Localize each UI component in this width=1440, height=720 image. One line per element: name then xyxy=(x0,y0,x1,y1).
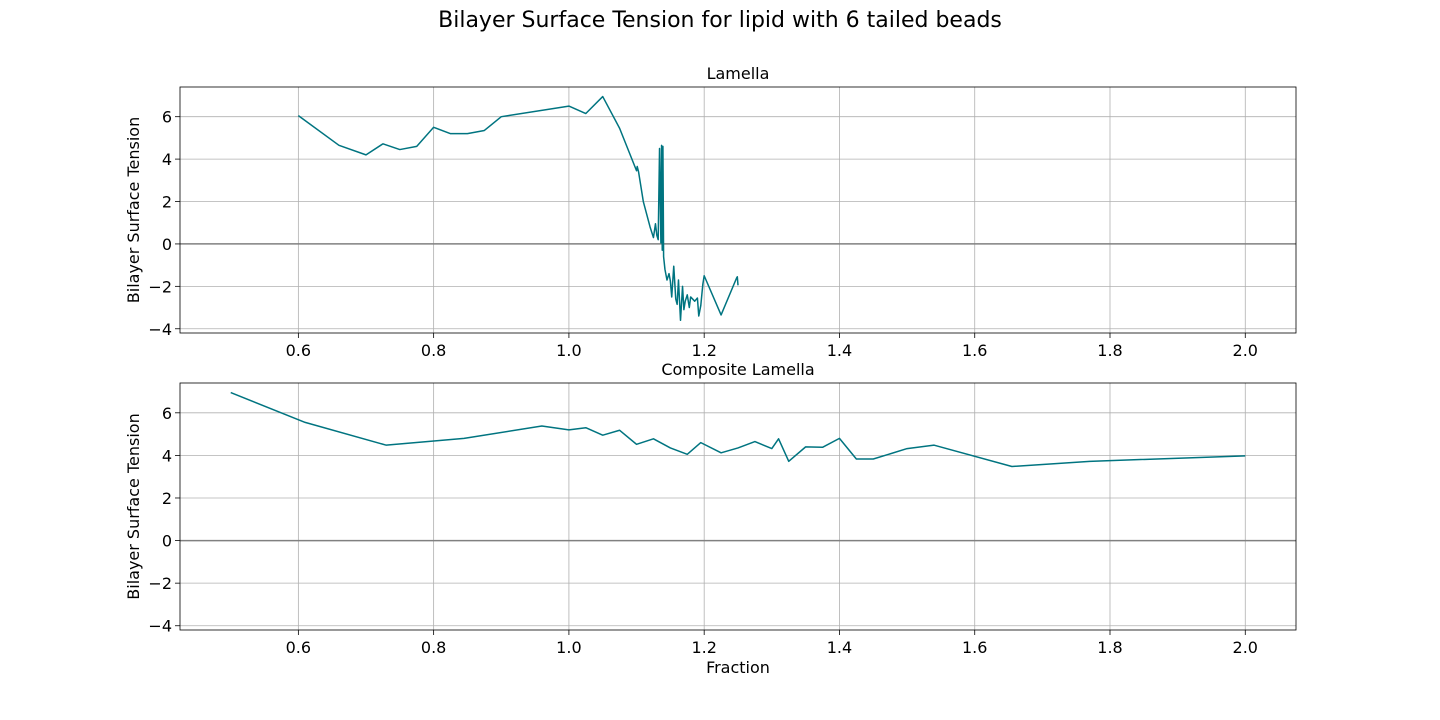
y-tick-label: 0 xyxy=(162,235,172,254)
x-tick-label: 1.2 xyxy=(691,341,716,360)
subplot-1: 0.6 0.8 1.0 1.2 1.4 1.6 1.8 2.0 −4 −2 0 2 4 6 Lamella B… xyxy=(124,64,1297,360)
axes-frame xyxy=(179,86,1297,334)
subplot-title: Lamella xyxy=(707,64,770,83)
y-tick-label: 0 xyxy=(162,532,172,551)
x-tick-label: 2.0 xyxy=(1233,341,1258,360)
y-tick-label: −4 xyxy=(148,617,172,636)
y-tick-label: 6 xyxy=(162,108,172,127)
x-tick-label: 1.8 xyxy=(1097,638,1122,657)
y-axis-label: Bilayer Surface Tension xyxy=(124,117,143,303)
y-tick-label: 2 xyxy=(162,193,172,212)
x-tick-label: 1.4 xyxy=(827,341,852,360)
y-tick-label: 2 xyxy=(162,489,172,508)
axes-frame xyxy=(179,382,1297,631)
y-axis-label: Bilayer Surface Tension xyxy=(124,413,143,599)
y-tick-label: 4 xyxy=(162,150,172,169)
figure-title: Bilayer Surface Tension for lipid with 6… xyxy=(438,8,1002,33)
x-tick-label: 0.6 xyxy=(286,341,311,360)
series-line xyxy=(230,391,1246,468)
x-tick-label: 1.8 xyxy=(1097,341,1122,360)
y-tick-label: −4 xyxy=(148,320,172,339)
series-line xyxy=(297,95,739,322)
x-tick-label: 0.8 xyxy=(421,638,446,657)
y-tick-label: −2 xyxy=(148,574,172,593)
x-tick-label: 0.6 xyxy=(286,638,311,657)
y-tick-label: −2 xyxy=(148,277,172,296)
y-tick-label: 6 xyxy=(162,404,172,423)
x-axis-label: Fraction xyxy=(706,658,770,677)
x-tick-label: 2.0 xyxy=(1233,638,1258,657)
y-tick-label: 4 xyxy=(162,446,172,465)
x-tick-label: 0.8 xyxy=(421,341,446,360)
x-tick-label: 1.0 xyxy=(556,638,581,657)
x-tick-label: 1.4 xyxy=(827,638,852,657)
x-tick-label: 1.6 xyxy=(962,341,987,360)
x-tick-label: 1.0 xyxy=(556,341,581,360)
subplot-2: 0.6 0.8 1.0 1.2 1.4 1.6 1.8 2.0 −4 −2 0 2 4 6 Composit… xyxy=(124,360,1297,677)
x-tick-label: 1.6 xyxy=(962,638,987,657)
x-tick-label: 1.2 xyxy=(691,638,716,657)
subplot-title: Composite Lamella xyxy=(661,360,814,379)
